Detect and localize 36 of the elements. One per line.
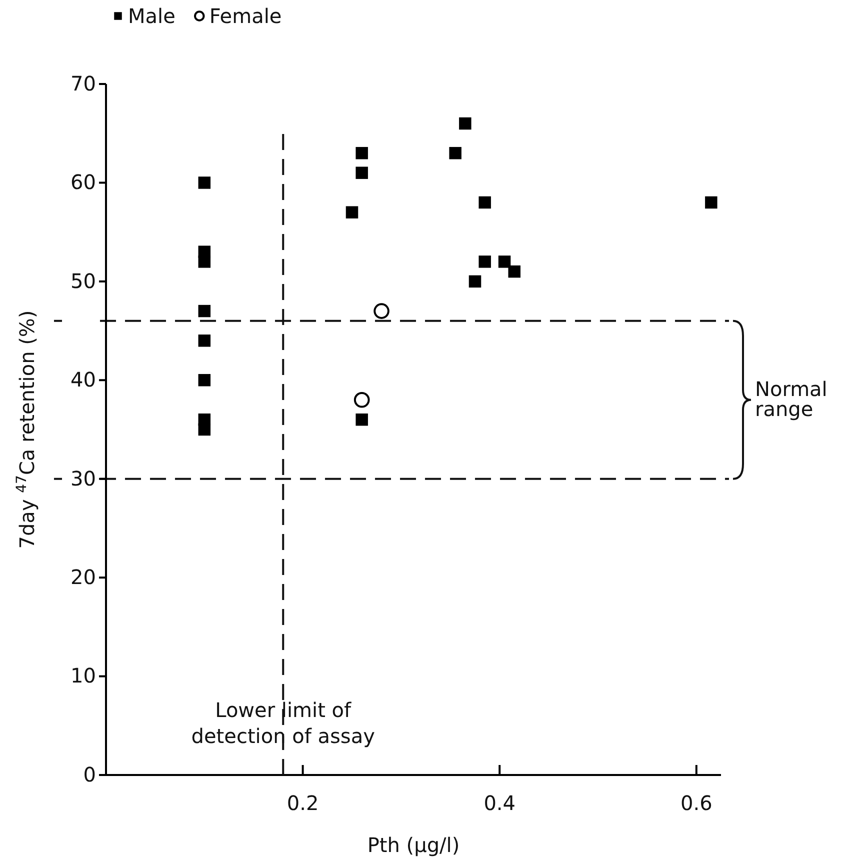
x-tick-label: 0.4 — [484, 791, 516, 815]
point — [198, 304, 211, 318]
y-tick-label: 40 — [70, 368, 96, 392]
x-tick-label: 0.2 — [286, 791, 319, 815]
point — [498, 256, 511, 268]
y-tick-label: 0 — [83, 762, 96, 786]
y-tick-label: 10 — [70, 664, 96, 688]
legend-label: Female — [209, 4, 282, 28]
point — [449, 146, 462, 160]
ref-line-label: Lower limit of detection of assay — [191, 698, 376, 748]
text: Normal range — [755, 376, 828, 421]
point — [374, 303, 390, 319]
point — [459, 117, 472, 130]
point — [198, 256, 211, 268]
point — [468, 275, 482, 288]
x-tick-label: 0.6 — [680, 791, 712, 815]
point — [478, 196, 491, 209]
y-tick-label: 30 — [70, 466, 96, 490]
point — [198, 334, 211, 347]
point — [508, 265, 520, 278]
x-axis-title: Pth (µg/l) — [367, 833, 460, 857]
point — [356, 146, 368, 160]
point — [705, 196, 718, 209]
point — [198, 176, 211, 189]
y-tick-label: 60 — [70, 170, 96, 194]
y-tick-label: 20 — [70, 564, 96, 589]
point — [346, 206, 358, 218]
point — [198, 423, 211, 436]
point — [354, 392, 370, 408]
legend-label: Male — [128, 4, 176, 28]
point — [198, 374, 211, 386]
y-tick-label: 70 — [70, 71, 96, 96]
y-tick-label: 50 — [70, 268, 96, 293]
point — [478, 256, 491, 268]
point — [356, 414, 368, 426]
point — [356, 166, 368, 179]
